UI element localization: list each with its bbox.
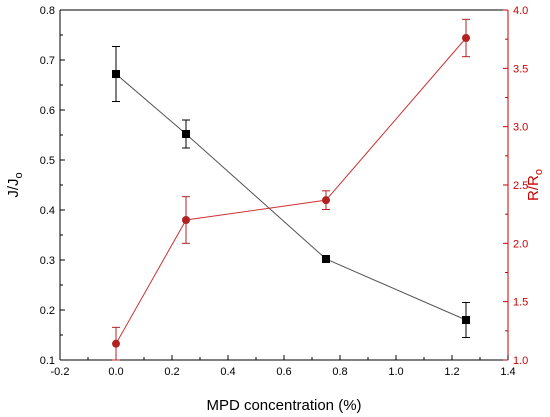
ylabel-right-subscript: o [533,169,545,175]
y-left-tick-label: 0.1 [40,355,55,367]
y-left-tick-label: 0.8 [40,5,55,17]
x-tick-label: 0.4 [220,366,235,378]
data-point [112,339,120,348]
y-right-tick-label: 1.0 [513,355,528,367]
data-point [112,70,120,78]
y-right-tick-label: 3.5 [513,63,528,75]
data-point [322,196,330,205]
x-tick-label: 1.0 [388,366,403,378]
y-right-tick-label: 3.0 [513,122,528,134]
series-1-line [115,73,467,321]
x-tick-label: -0.2 [51,366,70,378]
y-axis-right-title: R/Ro [525,169,545,201]
x-tick-label: 1.2 [444,366,459,378]
ylabel-left-subscript: o [13,172,25,178]
data-point [182,216,190,224]
data-point [462,34,470,42]
data-point [322,255,330,263]
x-axis-title: MPD concentration (%) [206,397,361,414]
x-tick-label: 0.2 [164,366,179,378]
y-axis-left-title: J/Jo [5,172,25,197]
data-point [462,316,470,324]
x-tick-label: 1.4 [500,366,515,378]
x-tick-label: 0.0 [108,366,123,378]
y-left-tick-label: 0.3 [40,255,55,267]
y-left-tick-label: 0.4 [40,205,55,217]
y-left-tick-label: 0.6 [40,105,55,117]
y-right-tick-label: 4.0 [513,5,528,17]
y-right-tick-label: 1.5 [513,297,528,309]
data-point [182,130,190,138]
series-2-line [115,37,467,344]
y-left-tick-label: 0.5 [40,155,55,167]
y-right-tick-label: 2.5 [513,180,528,192]
ylabel-left-main: J/J [5,178,22,197]
y-right-tick-label: 2.0 [513,238,528,250]
y-left-tick-label: 0.2 [40,305,55,317]
y-left-tick-label: 0.7 [40,55,55,67]
x-tick-label: 0.8 [332,366,347,378]
x-tick-label: 0.6 [276,366,291,378]
ylabel-right-main: R/R [525,175,542,201]
